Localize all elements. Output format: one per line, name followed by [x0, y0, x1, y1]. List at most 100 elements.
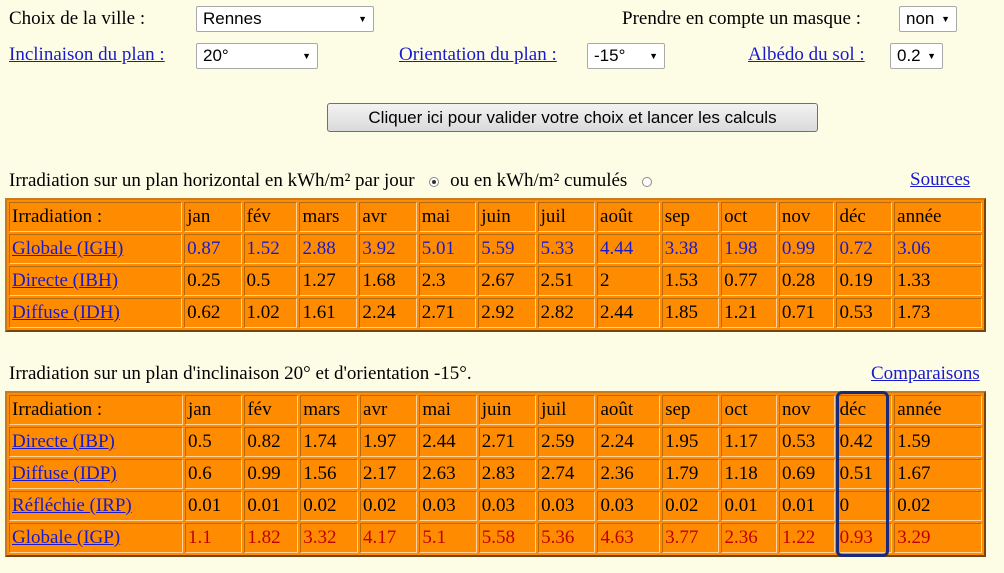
table-row: Réfléchie (IRP) 0.01 0.01 0.02 0.02 0.03 0.03 0…: [9, 491, 982, 521]
header-month: jan: [184, 395, 243, 425]
value-cell: 1.74: [300, 427, 359, 457]
value-cell: 0.99: [244, 459, 299, 489]
value-cell: 1.67: [894, 459, 982, 489]
header-month: oct: [721, 202, 777, 232]
value-cell: 0.03: [419, 491, 477, 521]
value-cell: 1.52: [243, 234, 298, 264]
value-cell: 2.63: [419, 459, 477, 489]
value-cell: 0.02: [894, 491, 982, 521]
row-label-link[interactable]: Réfléchie (IRP): [12, 495, 132, 516]
mask-select[interactable]: non ▼: [899, 6, 957, 32]
value-cell: 0.25: [184, 266, 242, 296]
value-cell: 1.59: [894, 427, 982, 457]
header-month: nov: [778, 202, 835, 232]
table-header-row: Irradiation : jan fév mars avr mai juin juil aoû…: [9, 395, 982, 425]
chevron-down-icon: ▼: [358, 14, 367, 24]
header-month: oct: [721, 395, 778, 425]
table-row: Globale (IGH) 0.87 1.52 2.88 3.92 5.01 5.59 5.3…: [9, 234, 982, 264]
value-cell: 0.5: [184, 427, 243, 457]
header-month: mai: [418, 202, 477, 232]
value-cell: 1.73: [894, 298, 982, 328]
value-cell: 2.3: [418, 266, 477, 296]
value-cell: 2.82: [537, 298, 596, 328]
value-cell: 1.79: [662, 459, 720, 489]
submit-button[interactable]: Cliquer ici pour valider votre choix et …: [327, 103, 818, 132]
table-row: Diffuse (IDP) 0.6 0.99 1.56 2.17 2.63 2.83 2.74…: [9, 459, 982, 489]
table-row: Directe (IBP) 0.5 0.82 1.74 1.97 2.44 2.71 2.59…: [9, 427, 982, 457]
value-cell: 5.1: [419, 523, 477, 553]
value-cell: 0.03: [478, 491, 537, 521]
horizontal-caption: Irradiation sur un plan horizontal en kW…: [9, 170, 415, 191]
value-cell: 4.17: [360, 523, 418, 553]
table-row: Globale (IGP) 1.1 1.82 3.32 4.17 5.1 5.58 5.36 4…: [9, 523, 982, 553]
value-cell: 4.63: [597, 523, 661, 553]
value-cell: 2.17: [360, 459, 418, 489]
value-cell: 0.03: [538, 491, 596, 521]
value-cell: 4.44: [597, 234, 660, 264]
tilt-select[interactable]: 20° ▼: [196, 43, 318, 69]
value-cell: 0.01: [779, 491, 835, 521]
header-irradiation: Irradiation :: [9, 395, 183, 425]
horizontal-irradiation-table: Irradiation : jan fév mars avr mai juin juil aoû…: [5, 198, 986, 332]
header-month: jan: [184, 202, 242, 232]
value-cell: 3.06: [894, 234, 982, 264]
value-cell: 1.56: [300, 459, 359, 489]
header-month: année: [894, 202, 982, 232]
value-cell: 2.51: [537, 266, 596, 296]
row-label-link[interactable]: Globale (IGP): [12, 527, 121, 548]
table-row: Diffuse (IDH) 0.62 1.02 1.61 2.24 2.71 2.92 2.8…: [9, 298, 982, 328]
value-cell: 1.95: [662, 427, 720, 457]
albedo-select[interactable]: 0.2 ▼: [890, 43, 943, 69]
value-cell: 0.01: [244, 491, 299, 521]
value-cell: 0.02: [360, 491, 418, 521]
header-month: mai: [419, 395, 477, 425]
cumul-option-label: ou en kWh/m² cumulés: [450, 170, 628, 191]
value-cell: 0.62: [184, 298, 242, 328]
header-month: août: [597, 395, 661, 425]
value-cell: 2.67: [478, 266, 536, 296]
row-label-link[interactable]: Directe (IBP): [12, 431, 115, 452]
value-cell: 0.51: [836, 459, 893, 489]
row-label-cell: Directe (IBH): [9, 266, 183, 296]
albedo-link[interactable]: Albédo du sol :: [748, 44, 865, 65]
row-label-cell: Diffuse (IDH): [9, 298, 183, 328]
value-cell: 0.99: [778, 234, 835, 264]
value-cell: 2.74: [538, 459, 596, 489]
value-cell: 0.01: [721, 491, 778, 521]
value-cell: 2.71: [418, 298, 477, 328]
value-cell: 2: [597, 266, 660, 296]
value-cell: 3.92: [359, 234, 417, 264]
orientation-value: -15°: [594, 46, 626, 65]
row-label-link[interactable]: Diffuse (IDH): [12, 302, 120, 323]
value-cell: 5.36: [538, 523, 596, 553]
value-cell: 1.17: [721, 427, 778, 457]
header-month: juin: [478, 202, 536, 232]
value-cell: 2.88: [299, 234, 358, 264]
header-month: année: [894, 395, 982, 425]
row-label-cell: Globale (IGP): [9, 523, 183, 553]
header-month: déc: [836, 395, 893, 425]
value-cell: 5.59: [478, 234, 536, 264]
sources-link[interactable]: Sources: [910, 169, 971, 190]
value-cell: 3.29: [894, 523, 982, 553]
radio-cumulative[interactable]: [642, 176, 653, 187]
value-cell: 2.44: [597, 298, 660, 328]
value-cell: 1.22: [779, 523, 835, 553]
orientation-link[interactable]: Orientation du plan :: [399, 44, 557, 65]
orientation-select[interactable]: -15° ▼: [587, 43, 665, 69]
value-cell: 0.72: [836, 234, 893, 264]
city-select[interactable]: Rennes ▼: [196, 6, 374, 32]
header-month: déc: [836, 202, 893, 232]
value-cell: 2.36: [597, 459, 661, 489]
row-label-link[interactable]: Directe (IBH): [12, 270, 119, 291]
value-cell: 1.98: [721, 234, 777, 264]
row-label-link[interactable]: Globale (IGH): [12, 238, 124, 259]
comparisons-link[interactable]: Comparaisons: [871, 363, 980, 384]
value-cell: 2.83: [478, 459, 537, 489]
tilt-link[interactable]: Inclinaison du plan :: [9, 44, 165, 65]
radio-per-day[interactable]: [429, 176, 440, 187]
header-month: fév: [243, 202, 298, 232]
table-row: Directe (IBH) 0.25 0.5 1.27 1.68 2.3 2.67 2.51 2…: [9, 266, 982, 296]
row-label-link[interactable]: Diffuse (IDP): [12, 463, 117, 484]
header-month: juil: [538, 395, 596, 425]
